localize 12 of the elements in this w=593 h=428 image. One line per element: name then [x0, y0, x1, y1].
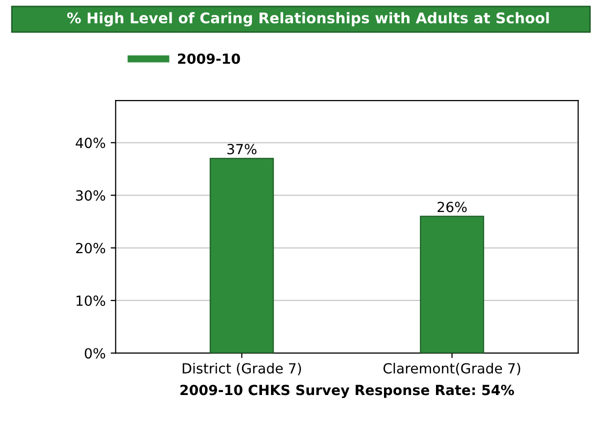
y-tick-label: 10%	[76, 295, 106, 306]
x-tick-label: Claremont(Grade 7)	[383, 362, 520, 376]
x-axis-title: 2009-10 CHKS Survey Response Rate: 54%	[180, 384, 514, 398]
x-tick-label: District (Grade 7)	[182, 362, 301, 376]
legend-label: 2009-10	[178, 53, 240, 64]
y-tick-label: 0%	[84, 348, 106, 359]
data-label: 37%	[227, 144, 256, 154]
y-tick-label: 30%	[76, 190, 106, 201]
y-tick-label: 20%	[76, 242, 106, 254]
y-tick-label: 40%	[76, 138, 106, 148]
chart-title: % High Level of Caring Relationships with Adults at School	[67, 12, 549, 26]
data-label: 26%	[438, 202, 467, 212]
